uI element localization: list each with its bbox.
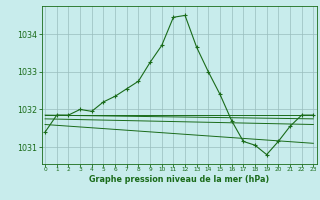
X-axis label: Graphe pression niveau de la mer (hPa): Graphe pression niveau de la mer (hPa) [89,175,269,184]
